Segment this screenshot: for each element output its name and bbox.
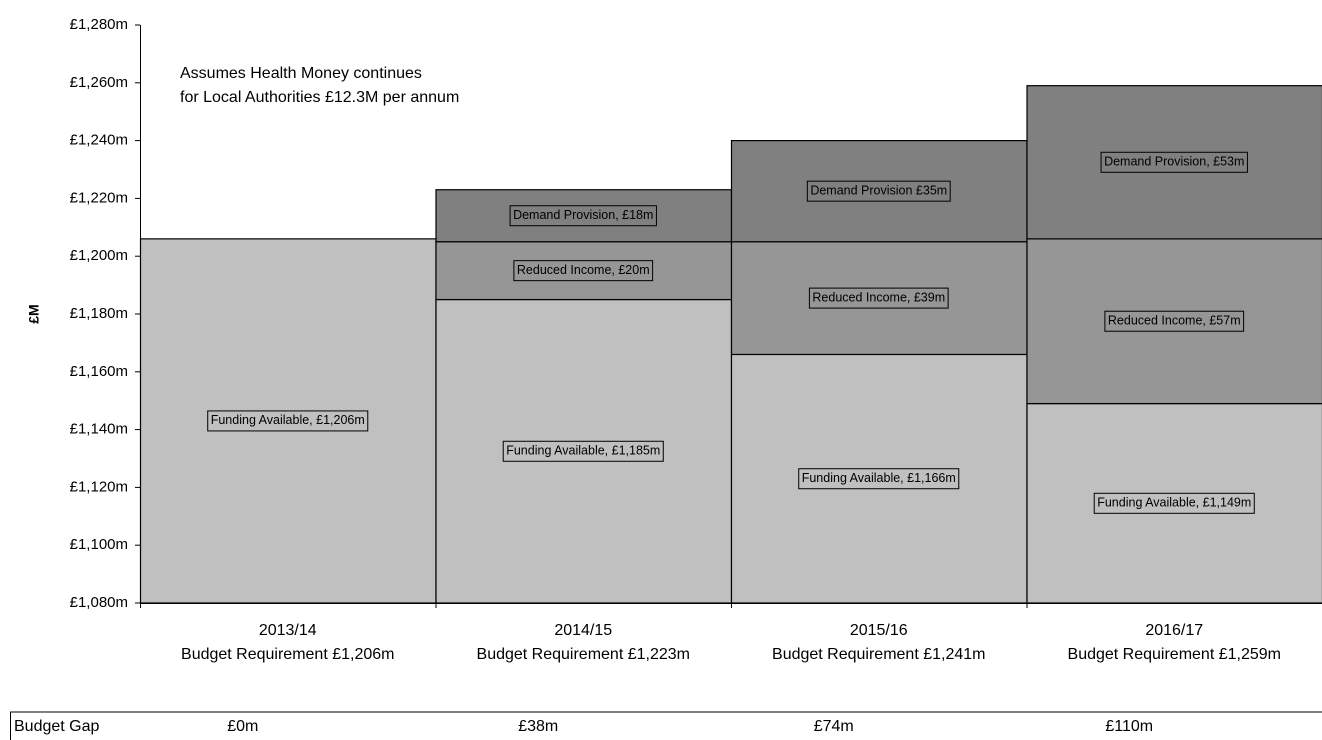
table-row-label: Budget Gap	[14, 718, 100, 735]
table-cell: £74m	[814, 718, 854, 735]
label-box	[513, 260, 654, 282]
value-label-box: Reduced Income, £57m	[1104, 310, 1245, 332]
y-tick-label: £1,180m	[70, 305, 128, 322]
x-tick-label: 2016/17	[1145, 622, 1203, 639]
y-tick-label: £1,140m	[70, 421, 128, 438]
value-label: Reduced Income, £20m	[517, 263, 650, 277]
y-tick-label: £1,120m	[70, 478, 128, 495]
label-box	[509, 205, 657, 227]
x-tick-label: 2014/15	[554, 622, 612, 639]
y-tick-label: £1,080m	[70, 594, 128, 611]
table-cell: £0m	[227, 718, 258, 735]
label-box	[1093, 492, 1255, 514]
value-label: Demand Provision £35m	[810, 183, 947, 197]
value-label-box: Reduced Income, £39m	[808, 287, 949, 309]
table-cell: £38m	[518, 718, 558, 735]
value-label-box: Demand Provision, £53m	[1100, 151, 1248, 173]
label-box	[1104, 310, 1245, 332]
value-label-box: Reduced Income, £20m	[513, 260, 654, 282]
value-labels: Funding Available, £1,206m Funding Availa…	[207, 151, 1255, 514]
value-label: Funding Available, £1,206m	[211, 413, 365, 427]
x-tick-note: Budget Requirement £1,259m	[1068, 646, 1281, 663]
value-label: Reduced Income, £57m	[1108, 314, 1241, 328]
label-box	[1100, 151, 1248, 173]
y-axis-label: £M	[26, 304, 42, 323]
value-label-box: Funding Available, £1,185m	[502, 440, 664, 462]
label-box	[207, 410, 369, 432]
bars	[139, 85, 1322, 604]
value-label: Funding Available, £1,185m	[506, 444, 660, 458]
x-tick-label: 2013/14	[259, 622, 317, 639]
y-tick-label: £1,100m	[70, 536, 128, 553]
value-label: Reduced Income, £39m	[812, 290, 945, 304]
value-label-box: Funding Available, £1,166m	[798, 468, 960, 490]
annotation: Assumes Health Money continues	[180, 65, 422, 82]
value-label: Demand Provision, £18m	[513, 208, 653, 222]
x-tick-note: Budget Requirement £1,206m	[181, 646, 394, 663]
y-tick-label: £1,240m	[70, 132, 128, 149]
value-label-box: Demand Provision, £18m	[509, 205, 657, 227]
label-box	[502, 440, 664, 462]
value-label: Demand Provision, £53m	[1104, 155, 1244, 169]
label-box	[806, 180, 951, 202]
x-tick-note: Budget Requirement £1,241m	[772, 646, 985, 663]
x-tick-label: 2015/16	[850, 622, 908, 639]
value-label-box: Funding Available, £1,149m	[1093, 492, 1255, 514]
table-cell: £110m	[1105, 718, 1153, 735]
y-tick-label: £1,280m	[70, 16, 128, 33]
annotation: for Local Authorities £12.3M per annum	[180, 89, 459, 106]
y-tick-label: £1,200m	[70, 247, 128, 264]
y-tick-label: £1,160m	[70, 363, 128, 380]
value-label-box: Demand Provision £35m	[806, 180, 951, 202]
label-box	[808, 287, 949, 309]
value-label: Funding Available, £1,149m	[1097, 496, 1251, 510]
y-tick-label: £1,260m	[70, 74, 128, 91]
y-tick-label: £1,220m	[70, 189, 128, 206]
label-box	[798, 468, 960, 490]
x-tick-note: Budget Requirement £1,223m	[477, 646, 690, 663]
value-label-box: Funding Available, £1,206m	[207, 410, 369, 432]
value-label: Funding Available, £1,166m	[802, 471, 956, 485]
